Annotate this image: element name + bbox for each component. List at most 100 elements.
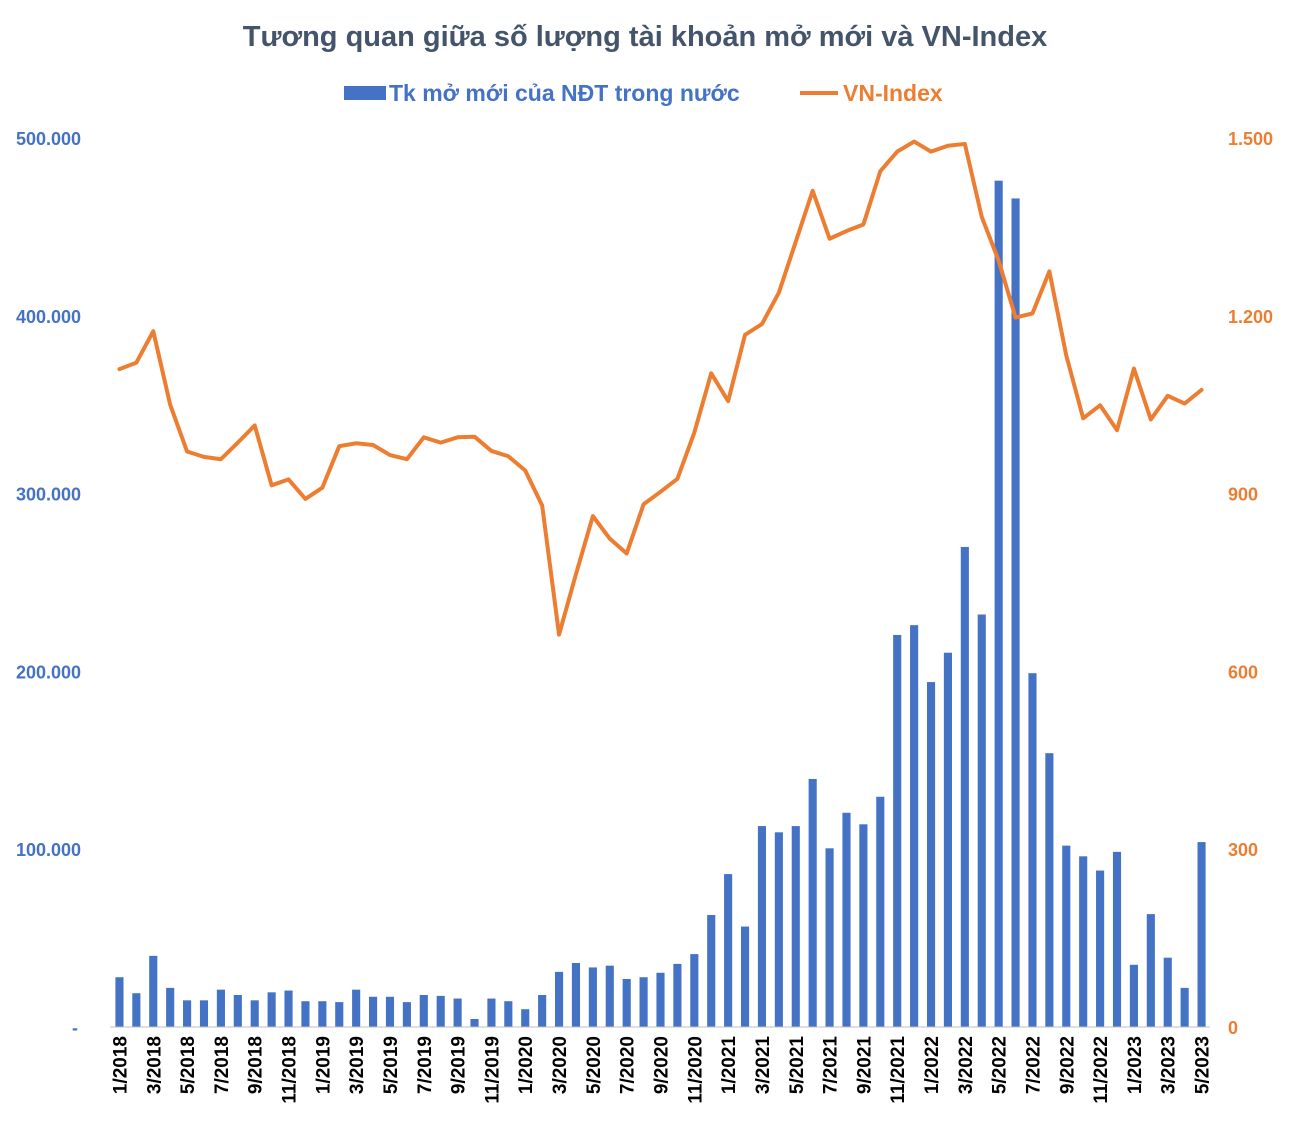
bar — [1146, 914, 1155, 1027]
bar — [301, 1001, 310, 1027]
x-tick-label: 5/2019 — [381, 1036, 402, 1094]
x-tick-label: 5/2022 — [990, 1036, 1011, 1094]
bar — [1112, 851, 1122, 1027]
bar — [555, 971, 564, 1027]
bar — [166, 987, 175, 1027]
y-axis-left: - 100.000 200.000 300.000 400.000 500.000 — [16, 129, 81, 1038]
bar — [1062, 845, 1071, 1027]
bar — [1011, 198, 1020, 1027]
bar — [402, 1002, 411, 1027]
bar — [1180, 987, 1189, 1027]
x-tick-label: 3/2020 — [550, 1036, 571, 1094]
y-right-tick-label: 0 — [1228, 1018, 1238, 1038]
bar — [318, 1001, 327, 1027]
x-tick-label: 7/2021 — [821, 1036, 842, 1095]
bar — [453, 998, 462, 1027]
bar — [1045, 753, 1054, 1027]
bar — [470, 1019, 479, 1027]
bar — [605, 965, 614, 1027]
y-left-tick-label: 300.000 — [16, 485, 81, 505]
vn-index-line — [117, 139, 1204, 637]
y-right-tick-label: 1.200 — [1228, 307, 1273, 327]
bar — [656, 972, 665, 1027]
bar — [284, 990, 293, 1027]
bar — [149, 955, 158, 1027]
x-tick-label: 1/2022 — [922, 1036, 943, 1094]
bar — [419, 995, 428, 1027]
x-tick-label: 3/2019 — [347, 1036, 368, 1094]
x-tick-label: 5/2023 — [1193, 1036, 1214, 1094]
bar — [115, 977, 124, 1027]
bar — [487, 998, 496, 1027]
legend-label-bar: Tk mở mới của NĐT trong nước — [389, 80, 740, 106]
bar — [690, 954, 699, 1027]
bar — [926, 682, 936, 1027]
bar-series — [115, 180, 1206, 1028]
x-tick-label: 3/2022 — [956, 1036, 977, 1094]
x-tick-label: 1/2023 — [1125, 1036, 1146, 1094]
bar — [571, 962, 581, 1027]
bar — [183, 1000, 192, 1027]
bar — [639, 977, 648, 1027]
x-tick-label: 7/2020 — [618, 1036, 639, 1094]
x-tick-label: 1/2020 — [516, 1036, 537, 1094]
x-tick-label: 9/2021 — [854, 1036, 875, 1095]
x-tick-label: 11/2022 — [1091, 1036, 1112, 1104]
bar — [132, 993, 141, 1027]
bar — [994, 180, 1003, 1028]
bar — [977, 614, 986, 1027]
y-right-tick-label: 1.500 — [1228, 129, 1273, 149]
bar — [521, 1009, 530, 1027]
x-tick-label: 11/2018 — [280, 1036, 301, 1104]
bar — [943, 652, 952, 1027]
y-right-tick-label: 300 — [1228, 840, 1258, 860]
chart-title: Tương quan giữa số lượng tài khoản mở mớ… — [243, 21, 1048, 53]
bar — [250, 1000, 259, 1027]
bar — [707, 914, 716, 1027]
bar — [1028, 673, 1037, 1027]
bar — [199, 1000, 209, 1027]
bar — [1079, 856, 1088, 1027]
bar — [808, 778, 817, 1027]
bar — [369, 996, 378, 1027]
y-left-tick-label: 100.000 — [16, 840, 81, 860]
bar — [859, 824, 868, 1027]
line-series — [117, 139, 1204, 637]
x-tick-label: 5/2020 — [584, 1036, 605, 1094]
bar — [893, 634, 902, 1027]
x-tick-label: 5/2021 — [787, 1036, 808, 1095]
bar — [267, 992, 276, 1027]
bar — [538, 995, 547, 1027]
bar — [436, 995, 445, 1027]
x-axis: 1/2018 3/2018 5/2018 7/2018 9/2018 11/2018 1/2… — [110, 1036, 1213, 1104]
bar — [1197, 842, 1206, 1027]
bar — [774, 832, 783, 1027]
x-tick-label: 1/2018 — [110, 1036, 131, 1094]
bar — [910, 625, 919, 1027]
x-tick-label: 9/2020 — [652, 1036, 673, 1094]
bar — [335, 1002, 344, 1027]
x-tick-label: 5/2018 — [178, 1036, 199, 1094]
y-left-tick-label: 200.000 — [16, 662, 81, 682]
legend-swatch-bar — [344, 86, 386, 100]
x-tick-label: 9/2018 — [246, 1036, 267, 1094]
x-tick-label: 11/2019 — [482, 1036, 503, 1104]
x-tick-label: 7/2018 — [212, 1036, 233, 1094]
bar — [842, 812, 851, 1027]
x-tick-label: 11/2021 — [888, 1036, 909, 1104]
legend: Tk mở mới của NĐT trong nước VN-Index — [344, 80, 943, 106]
bar — [233, 995, 242, 1027]
y-right-tick-label: 900 — [1228, 485, 1258, 505]
bar — [1129, 964, 1138, 1027]
bar — [724, 874, 733, 1027]
x-tick-label: 7/2022 — [1023, 1036, 1044, 1094]
bar — [385, 996, 395, 1027]
x-tick-label: 11/2020 — [685, 1036, 706, 1104]
bar — [740, 926, 750, 1027]
bar — [588, 967, 597, 1027]
x-tick-label: 3/2021 — [753, 1036, 774, 1095]
x-tick-label: 3/2023 — [1159, 1036, 1180, 1094]
x-tick-label: 1/2021 — [719, 1036, 740, 1095]
